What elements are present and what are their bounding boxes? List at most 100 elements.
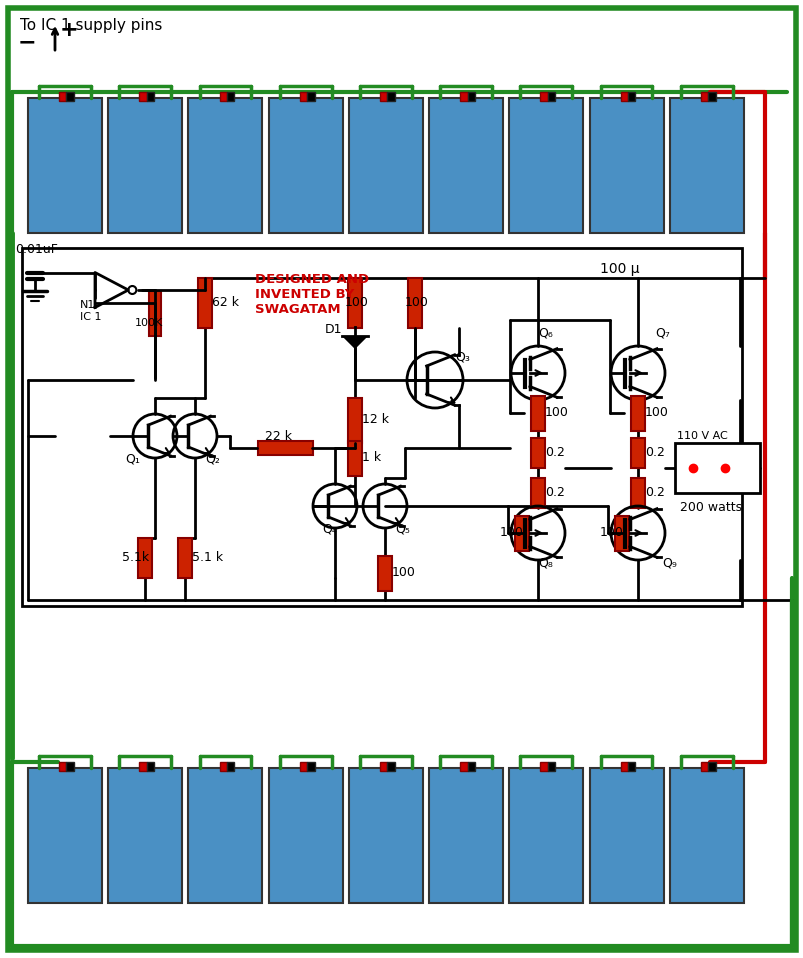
Bar (380, 92, 387, 101)
Bar (149, 290, 161, 335)
Text: 62 k: 62 k (212, 296, 238, 309)
Bar (146, 92, 154, 101)
Text: 200 watts: 200 watts (679, 501, 741, 514)
Text: 100: 100 (499, 526, 524, 539)
Text: IC 1: IC 1 (80, 312, 101, 322)
Bar (348, 398, 361, 443)
Bar (508, 98, 583, 233)
Bar (508, 768, 583, 903)
Text: 100K: 100K (135, 318, 163, 328)
Bar (188, 98, 262, 233)
Bar (300, 92, 307, 101)
Polygon shape (341, 336, 368, 349)
Bar (547, 762, 555, 771)
Text: 100: 100 (405, 296, 428, 309)
Text: SWAGATAM: SWAGATAM (255, 303, 340, 316)
Text: Q₂: Q₂ (205, 453, 219, 466)
Bar (268, 98, 342, 233)
Bar (547, 92, 555, 101)
Polygon shape (95, 272, 128, 308)
Text: Q₃: Q₃ (454, 350, 469, 363)
Bar (429, 768, 503, 903)
Bar (387, 762, 394, 771)
Bar (377, 556, 392, 590)
Text: To IC 1 supply pins: To IC 1 supply pins (20, 18, 162, 33)
Bar (620, 92, 627, 101)
Bar (630, 396, 644, 430)
Bar (59, 92, 67, 101)
Text: Q₉: Q₉ (661, 556, 676, 569)
Bar (467, 762, 475, 771)
Bar (348, 278, 361, 328)
Text: DESIGNED AND: DESIGNED AND (255, 273, 369, 286)
Bar (307, 762, 314, 771)
Text: 0.01uF: 0.01uF (15, 243, 58, 256)
Text: Q₆: Q₆ (537, 326, 552, 339)
Bar (407, 278, 422, 328)
Bar (707, 92, 715, 101)
Bar (188, 768, 262, 903)
Text: −: − (18, 32, 37, 52)
Bar (108, 98, 182, 233)
Bar (540, 762, 547, 771)
Bar (429, 98, 503, 233)
Bar (226, 92, 234, 101)
Bar (349, 768, 422, 903)
Bar (614, 515, 628, 551)
Text: 12 k: 12 k (361, 413, 389, 426)
Text: D1: D1 (324, 323, 342, 336)
Bar (620, 762, 627, 771)
Text: 5.1k: 5.1k (122, 551, 149, 564)
Text: N1: N1 (80, 300, 96, 310)
Bar (387, 92, 394, 101)
Bar (530, 438, 544, 468)
Text: 22 k: 22 k (265, 430, 291, 443)
Bar (28, 768, 102, 903)
Bar (219, 762, 226, 771)
Bar (139, 762, 146, 771)
Bar (627, 92, 634, 101)
Bar (380, 762, 387, 771)
Bar (467, 92, 475, 101)
Text: Q₇: Q₇ (654, 326, 669, 339)
Bar (530, 396, 544, 430)
Bar (28, 98, 102, 233)
Text: 0.2: 0.2 (644, 446, 664, 459)
Bar (139, 92, 146, 101)
Bar (300, 762, 307, 771)
Bar (627, 762, 634, 771)
Bar (268, 768, 342, 903)
Bar (675, 443, 759, 493)
Bar (348, 441, 361, 475)
Bar (108, 768, 182, 903)
Text: Q₄: Q₄ (321, 523, 336, 536)
Text: Q₈: Q₈ (537, 556, 552, 569)
Text: +: + (60, 20, 79, 40)
Bar (226, 762, 234, 771)
Text: 100: 100 (392, 566, 415, 579)
Text: 100: 100 (544, 406, 569, 419)
Text: 100 µ: 100 µ (599, 262, 638, 276)
Bar (669, 98, 743, 233)
Bar (630, 478, 644, 508)
Bar (257, 441, 312, 455)
Bar (146, 762, 154, 771)
Bar (669, 768, 743, 903)
Bar (540, 92, 547, 101)
Bar (459, 762, 467, 771)
Bar (307, 92, 314, 101)
Bar (349, 98, 422, 233)
Text: Q₁: Q₁ (124, 453, 140, 466)
Text: INVENTED BY: INVENTED BY (255, 288, 354, 301)
Text: 110 V AC: 110 V AC (676, 431, 727, 441)
Text: 100: 100 (644, 406, 668, 419)
Bar (198, 278, 212, 328)
Bar (700, 92, 707, 101)
Bar (459, 92, 467, 101)
Text: 100: 100 (344, 296, 369, 309)
Bar (700, 762, 707, 771)
Text: 1 k: 1 k (361, 451, 381, 464)
Bar (67, 762, 74, 771)
Bar (219, 92, 226, 101)
Bar (515, 515, 528, 551)
